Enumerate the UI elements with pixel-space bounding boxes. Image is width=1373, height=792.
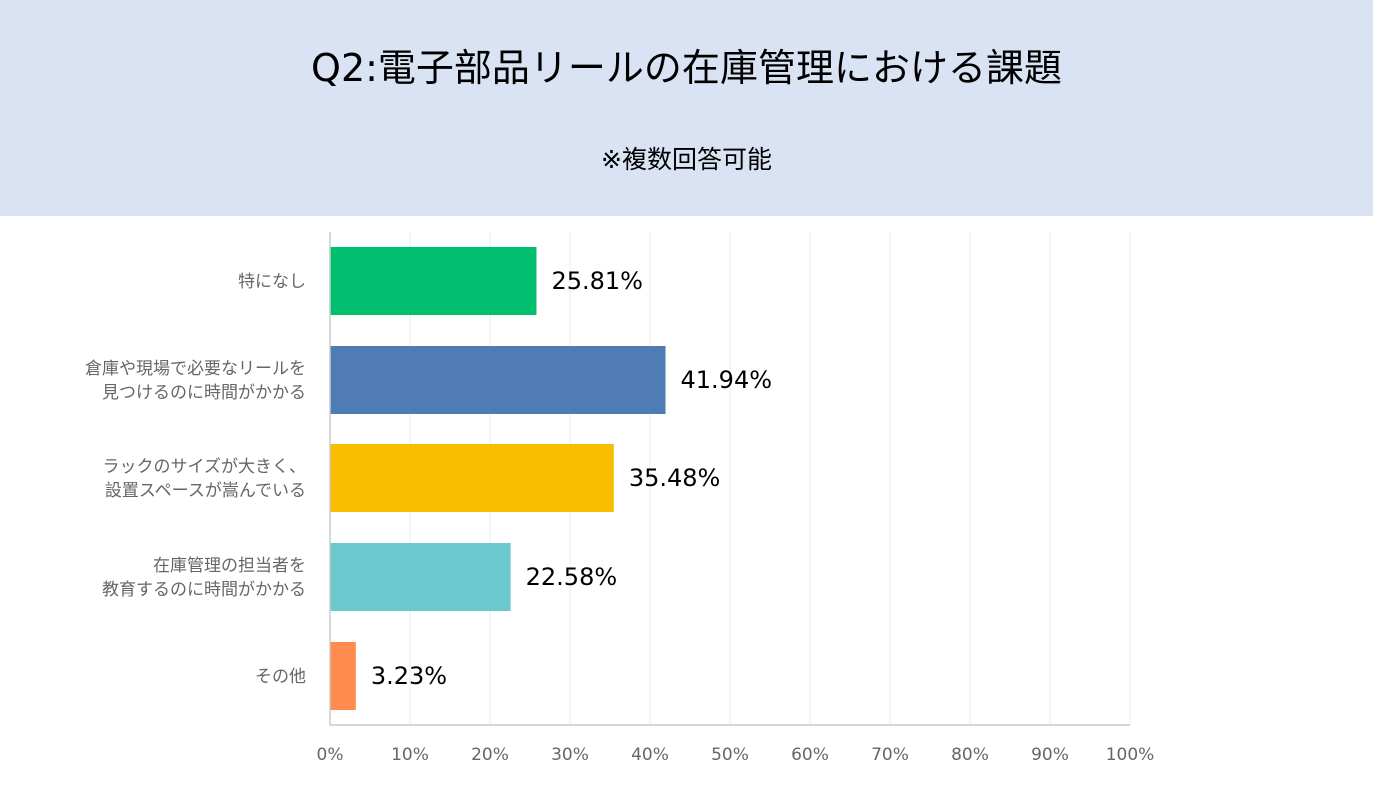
category-label-1-1: 見つけるのに時間がかかる <box>102 383 306 403</box>
value-label-2: 35.48% <box>629 464 721 492</box>
x-tick-label-50: 50% <box>711 745 749 765</box>
value-label-0: 25.81% <box>551 267 643 295</box>
category-label-2-1: 設置スペースが嵩んでいる <box>105 481 306 501</box>
category-label-3-1: 教育するのに時間がかかる <box>102 580 306 600</box>
labels: 25.81% 41.94% 35.48% 22.58% 3.23% 特になし倉庫や現場で必… <box>85 267 1154 765</box>
value-label-4: 3.23% <box>371 662 447 690</box>
x-tick-label-20: 20% <box>471 745 509 765</box>
x-tick-label-90: 90% <box>1031 745 1069 765</box>
value-label-1: 41.94% <box>681 366 773 394</box>
x-tick-label-30: 30% <box>551 745 589 765</box>
value-label-3: 22.58% <box>526 563 618 591</box>
category-label-0-0: 特になし <box>238 272 306 292</box>
bar-1 <box>330 346 666 414</box>
category-label-4-0: その他 <box>255 667 306 687</box>
axes <box>329 232 1130 726</box>
x-tick-label-0: 0% <box>317 745 344 765</box>
x-tick-label-100: 100% <box>1106 745 1155 765</box>
bar-0 <box>330 247 537 315</box>
chart-subtitle: ※複数回答可能 <box>601 145 772 174</box>
bar-3 <box>330 543 511 611</box>
category-label-3-0: 在庫管理の担当者を <box>153 556 306 576</box>
x-tick-label-40: 40% <box>631 745 669 765</box>
category-label-1-0: 倉庫や現場で必要なリールを <box>85 359 306 379</box>
x-tick-label-60: 60% <box>791 745 829 765</box>
category-label-2-0: ラックのサイズが大きく、 <box>103 457 307 477</box>
x-tick-label-80: 80% <box>951 745 989 765</box>
chart-title: Q2:電子部品リールの在庫管理における課題 <box>311 46 1062 90</box>
bar-4 <box>330 642 356 710</box>
header-banner: Q2:電子部品リールの在庫管理における課題 ※複数回答可能 <box>0 0 1373 216</box>
x-tick-label-70: 70% <box>871 745 909 765</box>
x-tick-label-10: 10% <box>391 745 429 765</box>
bar-2 <box>330 444 614 512</box>
bars <box>330 247 666 710</box>
